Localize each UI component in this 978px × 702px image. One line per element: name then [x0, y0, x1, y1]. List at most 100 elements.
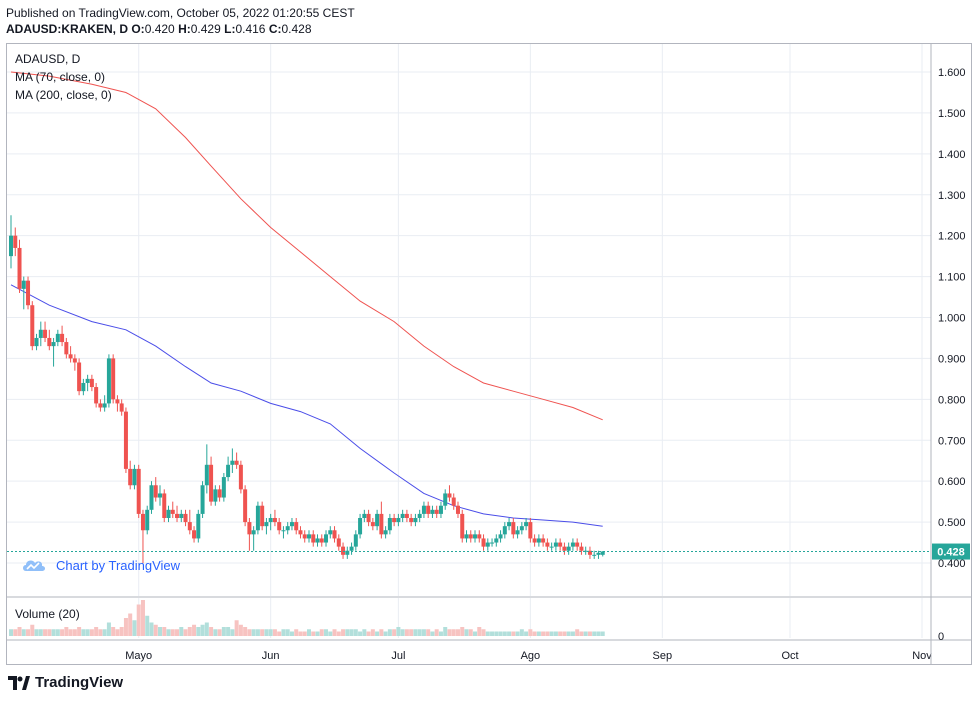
candle[interactable]	[553, 538, 558, 551]
candle[interactable]	[200, 481, 205, 518]
candle[interactable]	[13, 227, 18, 257]
candle[interactable]	[157, 485, 162, 506]
candle[interactable]	[455, 501, 460, 518]
candle[interactable]	[226, 456, 231, 482]
candle[interactable]	[413, 513, 418, 527]
candle[interactable]	[213, 485, 218, 506]
candle[interactable]	[583, 546, 588, 555]
chart-by-tradingview[interactable]: Chart by TradingView	[22, 556, 180, 574]
candle[interactable]	[145, 505, 150, 535]
candle[interactable]	[238, 460, 243, 494]
candle[interactable]	[502, 522, 507, 539]
candle[interactable]	[498, 530, 503, 543]
chart-frame[interactable]	[6, 43, 972, 665]
candle[interactable]	[417, 509, 422, 523]
candle[interactable]	[111, 354, 116, 404]
candle[interactable]	[106, 354, 111, 408]
candle[interactable]	[234, 452, 239, 469]
candle[interactable]	[85, 374, 90, 392]
candle[interactable]	[396, 513, 401, 527]
candle[interactable]	[541, 534, 546, 547]
candle[interactable]	[549, 542, 554, 551]
candle[interactable]	[596, 550, 601, 559]
candle[interactable]	[34, 333, 39, 351]
candle[interactable]	[140, 509, 145, 563]
candle[interactable]	[443, 489, 448, 510]
candle[interactable]	[102, 395, 107, 412]
candle[interactable]	[579, 542, 584, 555]
candle[interactable]	[128, 460, 133, 490]
candle[interactable]	[153, 477, 158, 502]
candle[interactable]	[366, 509, 371, 527]
candle[interactable]	[545, 538, 550, 551]
candle[interactable]	[315, 534, 320, 547]
candle[interactable]	[94, 382, 99, 408]
candle[interactable]	[277, 517, 282, 535]
candle[interactable]	[430, 505, 435, 518]
candle[interactable]	[387, 513, 392, 535]
candle[interactable]	[562, 542, 567, 555]
candle[interactable]	[272, 509, 277, 527]
candle[interactable]	[64, 337, 69, 359]
candle[interactable]	[47, 329, 52, 351]
candle[interactable]	[485, 538, 490, 551]
candle[interactable]	[204, 444, 209, 494]
candle[interactable]	[477, 530, 482, 543]
candle[interactable]	[426, 501, 431, 518]
candle[interactable]	[136, 464, 141, 518]
candle[interactable]	[119, 399, 124, 416]
candle[interactable]	[281, 526, 286, 539]
candle[interactable]	[17, 239, 22, 293]
candle[interactable]	[289, 517, 294, 531]
candle[interactable]	[587, 546, 592, 559]
candle[interactable]	[507, 517, 512, 531]
candle[interactable]	[481, 534, 486, 551]
candle[interactable]	[285, 522, 290, 535]
candle[interactable]	[362, 509, 367, 523]
candle[interactable]	[464, 530, 469, 543]
candle[interactable]	[409, 513, 414, 527]
candle[interactable]	[183, 509, 188, 527]
candle[interactable]	[221, 472, 226, 502]
candle[interactable]	[519, 522, 524, 535]
candle[interactable]	[600, 551, 605, 557]
candle[interactable]	[306, 530, 311, 543]
candle[interactable]	[404, 509, 409, 523]
candle[interactable]	[324, 530, 329, 547]
candle[interactable]	[592, 550, 597, 559]
candle[interactable]	[260, 501, 265, 531]
candle[interactable]	[358, 513, 363, 539]
footer-brand[interactable]: TradingView	[8, 674, 123, 691]
candle[interactable]	[328, 526, 333, 539]
candle[interactable]	[162, 489, 167, 523]
candle[interactable]	[332, 526, 337, 543]
candle[interactable]	[421, 501, 426, 518]
candle[interactable]	[532, 534, 537, 547]
candle[interactable]	[460, 509, 465, 543]
candle[interactable]	[30, 301, 35, 351]
candle[interactable]	[473, 530, 478, 543]
candle[interactable]	[77, 358, 82, 396]
candle[interactable]	[196, 509, 201, 543]
candle[interactable]	[9, 215, 13, 269]
candle[interactable]	[255, 501, 260, 535]
candle[interactable]	[375, 509, 380, 531]
candle[interactable]	[72, 354, 77, 371]
candle[interactable]	[336, 534, 341, 551]
candle[interactable]	[511, 517, 516, 539]
candle[interactable]	[149, 481, 154, 514]
candle[interactable]	[192, 526, 197, 543]
candle[interactable]	[26, 276, 31, 310]
candle[interactable]	[298, 526, 303, 539]
candle[interactable]	[132, 464, 137, 490]
candle[interactable]	[353, 530, 358, 551]
candle[interactable]	[123, 407, 128, 473]
candle[interactable]	[319, 534, 324, 547]
candle[interactable]	[383, 526, 388, 539]
candle[interactable]	[490, 538, 495, 547]
candle[interactable]	[217, 485, 222, 502]
candle[interactable]	[302, 530, 307, 543]
candle[interactable]	[89, 374, 94, 392]
candle[interactable]	[170, 501, 175, 518]
